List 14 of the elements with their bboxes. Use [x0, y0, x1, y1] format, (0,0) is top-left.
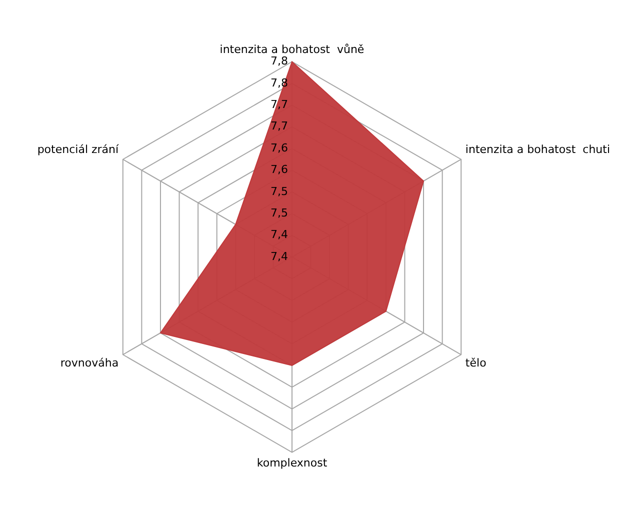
- y-tick-label: 7,4: [270, 228, 288, 242]
- spoke-label: tělo: [465, 356, 487, 370]
- y-tick-label: 7,6: [270, 163, 288, 176]
- y-tick-label: 7,8: [270, 54, 288, 68]
- spoke-label: komplexnost: [256, 456, 328, 470]
- y-tick-label: 7,4: [270, 250, 288, 263]
- y-tick-label: 7,5: [270, 206, 288, 220]
- spoke-label: intenzita a bohatost vůně: [220, 42, 364, 56]
- y-tick-label: 7,6: [270, 141, 288, 154]
- spoke-label: intenzita a bohatost chuti: [465, 143, 610, 156]
- spoke-label: potenciál zrání: [37, 143, 120, 156]
- y-tick-label: 7,5: [270, 184, 288, 198]
- spoke-label: rovnováha: [60, 356, 119, 370]
- y-tick-label: 7,7: [270, 120, 288, 133]
